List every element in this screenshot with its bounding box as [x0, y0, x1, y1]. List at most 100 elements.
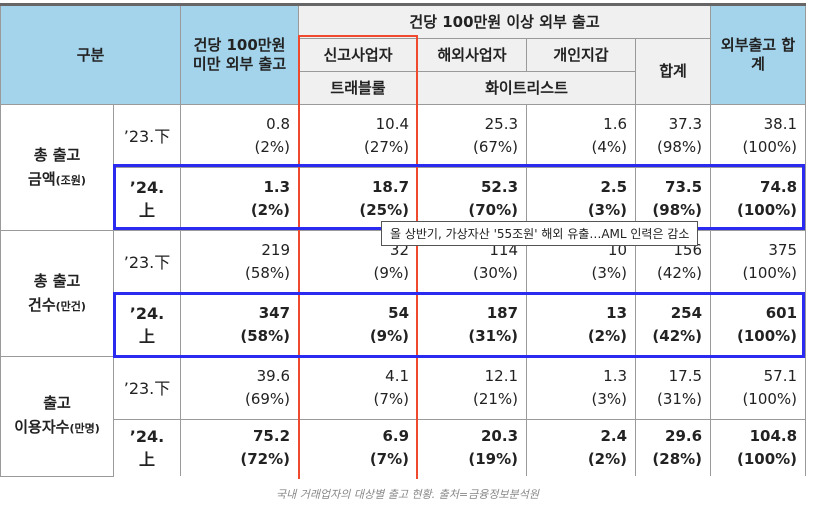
value: 104.8: [749, 427, 798, 445]
value-cell: 75.2 (72%): [180, 419, 300, 476]
share: (3%): [591, 264, 628, 282]
share: (100%): [742, 138, 798, 156]
group-label: 총 출고: [33, 145, 81, 164]
value-cell: 73.5 (98%): [635, 167, 712, 231]
share: (72%): [240, 450, 291, 468]
period-cell: ’23.下: [112, 230, 182, 294]
period-cell: ’24.上: [112, 293, 182, 357]
value: 39.6: [256, 367, 291, 385]
value-cell: 1.3 (2%): [180, 167, 300, 231]
share: (27%): [363, 138, 410, 156]
value-cell: 187 (31%): [417, 293, 528, 357]
value: 0.8: [266, 115, 291, 133]
header-over-1m: 건당 100만원 이상 외부 출고: [298, 3, 712, 39]
share: (31%): [656, 390, 703, 408]
caption: 국내 거래업자의 대상별 출고 현황. 출처=금융정보분석원: [276, 488, 539, 501]
value: 75.2: [253, 427, 291, 445]
header-subtotal: 합계: [635, 38, 712, 105]
header-under-1m: 건당 100만원 미만 외부 출고: [180, 3, 300, 105]
share: (100%): [736, 201, 798, 219]
value: 347: [258, 304, 291, 322]
share: (31%): [468, 327, 519, 345]
group-unit: (만명): [69, 422, 100, 436]
value: 13: [606, 304, 628, 322]
share: (100%): [736, 450, 798, 468]
share: (67%): [472, 138, 519, 156]
share: (2%): [254, 138, 291, 156]
value: 1.3: [603, 367, 628, 385]
share: (58%): [240, 327, 291, 345]
value-cell: 54 (9%): [298, 293, 419, 357]
group-unit-label: 금액: [28, 169, 56, 188]
value-cell: 4.1 (7%): [298, 356, 419, 420]
value-cell: 0.8 (2%): [180, 104, 300, 168]
header-whitelist: 화이트리스트: [417, 71, 637, 105]
value: 6.9: [382, 427, 410, 445]
table-row: ’24.上 1.3 (2%) 18.7 (25%) 52.3 (70%) 2.5 (3%) 73.…: [1, 167, 807, 231]
value-cell: 37.3 (98%): [635, 104, 712, 168]
share: (98%): [652, 201, 703, 219]
value-cell: 1.3 (3%): [526, 356, 637, 420]
share: (9%): [373, 264, 410, 282]
value-cell: 74.8 (100%): [710, 167, 807, 231]
share: (58%): [244, 264, 291, 282]
group-unit-label: 건수: [28, 295, 56, 314]
share: (98%): [656, 138, 703, 156]
group-unit: (조원): [55, 173, 86, 187]
value: 10.4: [375, 115, 410, 133]
share: (2%): [587, 450, 628, 468]
value-cell: 254 (42%): [635, 293, 712, 357]
value: 12.1: [484, 367, 519, 385]
value: 187: [486, 304, 519, 322]
value: 20.3: [481, 427, 519, 445]
value: 37.3: [668, 115, 703, 133]
header-registered: 신고사업자: [298, 38, 419, 72]
share: (28%): [652, 450, 703, 468]
value-cell: 13 (2%): [526, 293, 637, 357]
value-cell: 2.4 (2%): [526, 419, 637, 476]
value: 73.5: [665, 178, 703, 196]
share: (2%): [587, 327, 628, 345]
share: (4%): [591, 138, 628, 156]
value: 25.3: [484, 115, 519, 133]
value-cell: 12.1 (21%): [417, 356, 528, 420]
header-overseas: 해외사업자: [417, 38, 528, 72]
share: (30%): [472, 264, 519, 282]
value: 1.6: [603, 115, 628, 133]
value-cell: 1.6 (4%): [526, 104, 637, 168]
value: 375: [768, 241, 798, 259]
value: 219: [261, 241, 291, 259]
header-personal-wallet: 개인지갑: [526, 38, 637, 72]
value: 29.6: [665, 427, 703, 445]
value-cell: 38.1 (100%): [710, 104, 807, 168]
share: (100%): [742, 264, 798, 282]
value-cell: 6.9 (7%): [298, 419, 419, 476]
value: 254: [670, 304, 703, 322]
share: (70%): [468, 201, 519, 219]
value: 1.3: [263, 178, 291, 196]
group-label: 출고: [43, 394, 71, 413]
value: 2.5: [600, 178, 628, 196]
group-label: 총 출고: [33, 271, 81, 290]
share: (69%): [244, 390, 291, 408]
value-cell: 104.8 (100%): [710, 419, 807, 476]
share: (3%): [587, 201, 628, 219]
value: 18.7: [372, 178, 410, 196]
header-total: 외부출고 합계: [710, 3, 807, 105]
value-cell: 347 (58%): [180, 293, 300, 357]
value: 38.1: [763, 115, 798, 133]
value: 52.3: [481, 178, 519, 196]
value-cell: 17.5 (31%): [635, 356, 712, 420]
value: 601: [765, 304, 798, 322]
value-cell: 219 (58%): [180, 230, 300, 294]
outbound-transfer-table: 구분 건당 100만원 미만 외부 출고 건당 100만원 이상 외부 출고 외…: [0, 3, 807, 477]
period-cell: ’23.下: [112, 104, 182, 168]
value-cell: 25.3 (67%): [417, 104, 528, 168]
value-cell: 601 (100%): [710, 293, 807, 357]
period-cell: ’24.上: [112, 167, 182, 231]
value-cell: 375 (100%): [710, 230, 807, 294]
period-cell: ’23.下: [112, 356, 182, 420]
value-cell: 57.1 (100%): [710, 356, 807, 420]
